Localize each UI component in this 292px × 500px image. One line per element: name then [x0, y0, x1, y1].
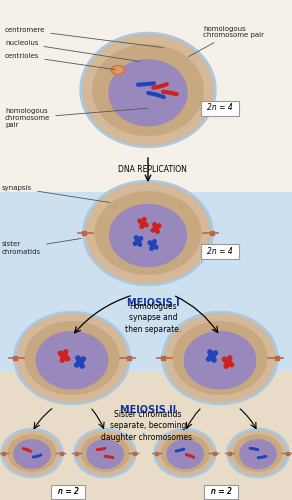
Text: sister
chromatids: sister chromatids	[2, 238, 81, 254]
Ellipse shape	[161, 435, 209, 471]
Text: 2n = 4: 2n = 4	[207, 104, 233, 112]
Bar	[275, 356, 279, 360]
Ellipse shape	[165, 314, 275, 402]
Text: 2n = 4: 2n = 4	[207, 246, 233, 256]
Ellipse shape	[17, 314, 127, 402]
Bar	[127, 356, 131, 360]
Ellipse shape	[184, 332, 256, 389]
FancyBboxPatch shape	[201, 244, 239, 258]
Bar	[213, 452, 215, 454]
Ellipse shape	[93, 44, 203, 136]
Bar	[60, 452, 62, 454]
Ellipse shape	[8, 435, 56, 471]
Ellipse shape	[83, 35, 213, 145]
Text: nucleolus: nucleolus	[5, 40, 140, 62]
Ellipse shape	[227, 428, 289, 478]
Ellipse shape	[162, 312, 278, 404]
Ellipse shape	[113, 67, 123, 73]
Ellipse shape	[87, 440, 123, 468]
Text: homologous
chromosome
pair: homologous chromosome pair	[5, 108, 147, 128]
Bar	[133, 452, 135, 454]
FancyBboxPatch shape	[201, 100, 239, 116]
Ellipse shape	[14, 312, 130, 404]
Text: centrioles: centrioles	[5, 53, 115, 70]
Ellipse shape	[157, 431, 213, 475]
Ellipse shape	[240, 440, 276, 468]
Ellipse shape	[110, 204, 186, 266]
Text: homologous
chromosome pair: homologous chromosome pair	[188, 26, 264, 56]
Ellipse shape	[173, 322, 267, 394]
Bar	[286, 452, 288, 454]
Bar	[210, 231, 214, 235]
Text: Homologues
synapse and
then separate.: Homologues synapse and then separate.	[125, 302, 181, 334]
Ellipse shape	[74, 428, 136, 478]
Bar	[161, 356, 165, 360]
Bar	[227, 452, 230, 454]
Bar	[0, 0, 292, 192]
Text: n = 2: n = 2	[211, 488, 232, 496]
Bar	[154, 452, 157, 454]
Text: MEIOSIS II: MEIOSIS II	[120, 405, 176, 415]
Text: MEIOSIS I: MEIOSIS I	[127, 298, 179, 308]
Ellipse shape	[167, 440, 203, 468]
Bar	[74, 452, 77, 454]
Ellipse shape	[1, 428, 63, 478]
Ellipse shape	[154, 428, 216, 478]
FancyBboxPatch shape	[204, 485, 238, 499]
Bar	[1, 452, 4, 454]
Ellipse shape	[234, 435, 282, 471]
Ellipse shape	[4, 431, 60, 475]
Text: n = 2: n = 2	[58, 488, 79, 496]
Bar	[82, 231, 86, 235]
Ellipse shape	[80, 32, 216, 148]
Text: synapsis: synapsis	[2, 185, 110, 202]
Ellipse shape	[83, 180, 213, 286]
Text: Sister chromatids
separate, becoming
daughter chromosomes.: Sister chromatids separate, becoming dau…	[101, 410, 195, 442]
Ellipse shape	[109, 60, 187, 126]
Ellipse shape	[95, 192, 201, 274]
Ellipse shape	[25, 322, 119, 394]
Bar	[0, 372, 292, 500]
Ellipse shape	[230, 431, 286, 475]
Text: DNA REPLICATION: DNA REPLICATION	[118, 164, 186, 173]
Ellipse shape	[86, 183, 210, 283]
Ellipse shape	[77, 431, 133, 475]
Text: centromere: centromere	[5, 27, 163, 48]
Ellipse shape	[14, 440, 50, 468]
FancyBboxPatch shape	[51, 485, 85, 499]
Bar	[13, 356, 17, 360]
Ellipse shape	[81, 435, 129, 471]
Ellipse shape	[111, 66, 125, 74]
Text: n = 2: n = 2	[58, 488, 79, 496]
Bar	[0, 192, 292, 372]
Ellipse shape	[36, 332, 108, 389]
Text: n = 2: n = 2	[211, 488, 232, 496]
